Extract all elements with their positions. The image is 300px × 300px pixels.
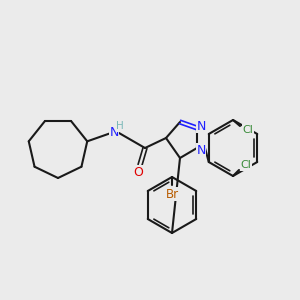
Text: Cl: Cl: [241, 160, 251, 170]
Text: H: H: [116, 121, 124, 131]
Text: N: N: [196, 143, 206, 157]
Text: O: O: [133, 166, 143, 178]
Text: Cl: Cl: [243, 125, 254, 135]
Text: N: N: [196, 119, 206, 133]
Text: Br: Br: [165, 188, 178, 200]
Text: N: N: [109, 127, 119, 140]
